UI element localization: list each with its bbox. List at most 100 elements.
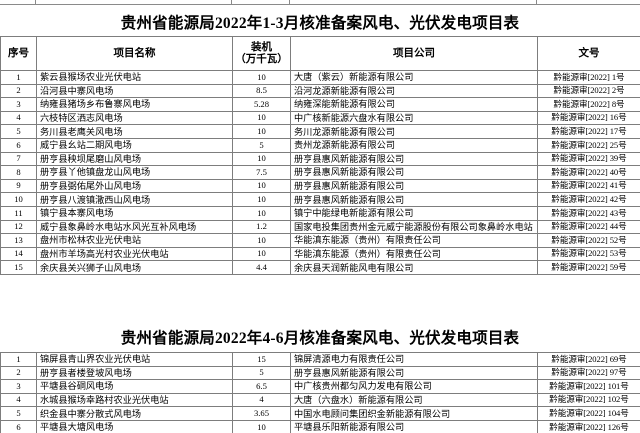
cell-company: 华能滇东能源（贵州）有限责任公司 — [290, 233, 538, 248]
table-row: 13 盘州市松林农业光伏电站 10 华能滇东能源（贵州）有限责任公司 黔能源审[2022… — [0, 233, 640, 248]
table-row: 11 镇宁县本寨风电场 10 镇宁中能绿电新能源有限公司 黔能源审[2022] 43号 — [0, 205, 640, 221]
cell-doc-no: 黔能源审[2022] 8号 — [537, 97, 640, 112]
clipped-table-row-top — [0, 0, 640, 5]
cell-name: 镇宁县本寨风电场 — [36, 205, 233, 221]
cell-doc-no: 黔能源审[2022] 42号 — [537, 192, 640, 207]
cell-doc-no: 黔能源审[2022] 59号 — [537, 260, 640, 275]
cell-doc-no: 黔能源审[2022] 1号 — [537, 70, 640, 85]
cell-no: 6 — [0, 419, 37, 433]
table-row: 1 紫云县猴场农业光伏电站 10 大唐（紫云）新能源有限公司 黔能源审[2022] 1号 — [0, 70, 640, 85]
col-header-capacity: 装机 （万千瓦） — [232, 36, 291, 71]
cell-no: 5 — [0, 406, 37, 421]
cell-no: 5 — [0, 124, 37, 139]
cell-name: 紫云县猴场农业光伏电站 — [36, 70, 233, 85]
cell-no: 1 — [0, 352, 37, 367]
cell-company: 贵州龙源新能源有限公司 — [290, 137, 538, 153]
cell-no: 2 — [0, 83, 37, 99]
table-row: 1 锦屏县青山界农业光伏电站 15 锦屏清源电力有限责任公司 黔能源审[2022] 69… — [0, 352, 640, 367]
cell-no: 1 — [0, 70, 37, 85]
cell-no: 13 — [0, 233, 37, 248]
cell-name: 册亨县秧坝尾磨山风电场 — [36, 151, 233, 167]
cell-doc-no: 黔能源审[2022] 25号 — [537, 137, 640, 153]
cell-name: 盘州市松林农业光伏电站 — [36, 233, 233, 248]
table-row: 5 织金县中寨分散式风电场 3.65 中国水电顾问集团织金新能源有限公司 黔能源审[20… — [0, 406, 640, 421]
cell-company: 余庆县天润新能风电有限公司 — [290, 260, 538, 275]
cell-name: 威宁县幺站二期风电场 — [36, 137, 233, 153]
table-row: 12 威宁县象鼻岭水电站水风光互补风电场 1.2 国家电投集团贵州金元威宁能源股份有限… — [0, 219, 640, 235]
cell-name: 纳雍县猪场乡布鲁寨风电场 — [36, 97, 233, 112]
cell-no: 12 — [0, 219, 37, 235]
clipped-cell-name — [36, 0, 232, 5]
col-header-doc-no: 文号 — [537, 36, 640, 71]
cell-capacity: 5 — [232, 137, 291, 153]
cell-no: 14 — [0, 246, 37, 262]
cell-doc-no: 黔能源审[2022] 41号 — [537, 178, 640, 194]
cell-name: 六枝特区洒志风电场 — [36, 110, 233, 126]
cell-company: 册亨县惠风新能源有限公司 — [290, 178, 538, 194]
table-1-header-row: 序号 项目名称 装机 （万千瓦） 项目公司 文号 — [0, 36, 640, 71]
cell-capacity: 10 — [232, 151, 291, 167]
cell-name: 锦屏县青山界农业光伏电站 — [36, 352, 233, 367]
table-row: 10 册亨县八渡镇潵西山风电场 10 册亨县惠风新能源有限公司 黔能源审[2022] 4… — [0, 192, 640, 207]
cell-no: 11 — [0, 205, 37, 221]
cell-no: 3 — [0, 379, 37, 394]
col-header-company: 项目公司 — [290, 36, 538, 71]
table-row: 5 务川县老鹰关风电场 10 务川龙源新能源有限公司 黔能源审[2022] 17号 — [0, 124, 640, 139]
cell-doc-no: 黔能源审[2022] 101号 — [537, 379, 640, 394]
cell-company: 册亨县惠风新能源有限公司 — [290, 165, 538, 180]
cell-no: 4 — [0, 110, 37, 126]
table-1-title: 贵州省能源局2022年1-3月核准备案风电、光伏发电项目表 — [120, 15, 520, 32]
cell-company: 册亨县惠风新能源有限公司 — [290, 365, 538, 381]
cell-name: 册亨县弼佑尾外山风电场 — [36, 178, 233, 194]
cell-capacity: 10 — [232, 110, 291, 126]
cell-name: 威宁县象鼻岭水电站水风光互补风电场 — [36, 219, 233, 235]
clipped-cell-company — [290, 0, 537, 5]
cell-name: 务川县老鹰关风电场 — [36, 124, 233, 139]
cell-doc-no: 黔能源审[2022] 69号 — [537, 352, 640, 367]
cell-company: 锦屏清源电力有限责任公司 — [290, 352, 538, 367]
table-row: 8 册亨县丫他镇盘龙山风电场 7.5 册亨县惠风新能源有限公司 黔能源审[2022] 4… — [0, 165, 640, 180]
cell-doc-no: 黔能源审[2022] 97号 — [537, 365, 640, 381]
cell-name: 水城县猴场幸路村农业光伏电站 — [36, 392, 233, 408]
table-row: 15 余庆县关兴狮子山风电场 4.4 余庆县天润新能风电有限公司 黔能源审[2022] … — [0, 260, 640, 275]
cell-no: 3 — [0, 97, 37, 112]
cell-capacity: 10 — [232, 192, 291, 207]
cell-doc-no: 黔能源审[2022] 40号 — [537, 165, 640, 180]
cell-doc-no: 黔能源审[2022] 44号 — [537, 219, 640, 235]
project-table-1: 序号 项目名称 装机 （万千瓦） 项目公司 文号 1 紫云县猴场农业光伏电站 10 大… — [0, 36, 640, 275]
cell-capacity: 10 — [232, 70, 291, 85]
table-row: 6 威宁县幺站二期风电场 5 贵州龙源新能源有限公司 黔能源审[2022] 25号 — [0, 137, 640, 153]
cell-doc-no: 黔能源审[2022] 43号 — [537, 205, 640, 221]
cell-company: 沿河龙源新能源有限公司 — [290, 83, 538, 99]
cell-doc-no: 黔能源审[2022] 104号 — [537, 406, 640, 421]
cell-no: 8 — [0, 165, 37, 180]
cell-company: 册亨县惠风新能源有限公司 — [290, 151, 538, 167]
cell-capacity: 15 — [232, 352, 291, 367]
cell-no: 10 — [0, 192, 37, 207]
col-header-capacity-line1: 装机 — [251, 41, 272, 53]
cell-name: 余庆县关兴狮子山风电场 — [36, 260, 233, 275]
cell-capacity: 10 — [232, 246, 291, 262]
clipped-cell-no — [0, 0, 36, 5]
table-2-title: 贵州省能源局2022年4-6月核准备案风电、光伏发电项目表 — [120, 330, 520, 347]
cell-name: 沿河县中寨风电场 — [36, 83, 233, 99]
cell-company: 册亨县惠风新能源有限公司 — [290, 192, 538, 207]
cell-doc-no: 黔能源审[2022] 102号 — [537, 392, 640, 408]
table-row: 7 册亨县秧坝尾磨山风电场 10 册亨县惠风新能源有限公司 黔能源审[2022] 39号 — [0, 151, 640, 167]
cell-company: 务川龙源新能源有限公司 — [290, 124, 538, 139]
col-header-no: 序号 — [0, 36, 37, 71]
cell-company: 中国水电顾问集团织金新能源有限公司 — [290, 406, 538, 421]
table-row: 9 册亨县弼佑尾外山风电场 10 册亨县惠风新能源有限公司 黔能源审[2022] 41号 — [0, 178, 640, 194]
cell-no: 6 — [0, 137, 37, 153]
cell-capacity: 10 — [232, 205, 291, 221]
cell-doc-no: 黔能源审[2022] 16号 — [537, 110, 640, 126]
cell-name: 盘州市羊场高光村农业光伏电站 — [36, 246, 233, 262]
project-table-2: 1 锦屏县青山界农业光伏电站 15 锦屏清源电力有限责任公司 黔能源审[2022] 69… — [0, 352, 640, 433]
cell-company: 华能滇东能源（贵州）有限责任公司 — [290, 246, 538, 262]
cell-no: 4 — [0, 392, 37, 408]
cell-doc-no: 黔能源审[2022] 17号 — [537, 124, 640, 139]
cell-company: 中广核贵州都匀风力发电有限公司 — [290, 379, 538, 394]
cell-capacity: 10 — [232, 419, 291, 433]
cell-company: 大唐（紫云）新能源有限公司 — [290, 70, 538, 85]
